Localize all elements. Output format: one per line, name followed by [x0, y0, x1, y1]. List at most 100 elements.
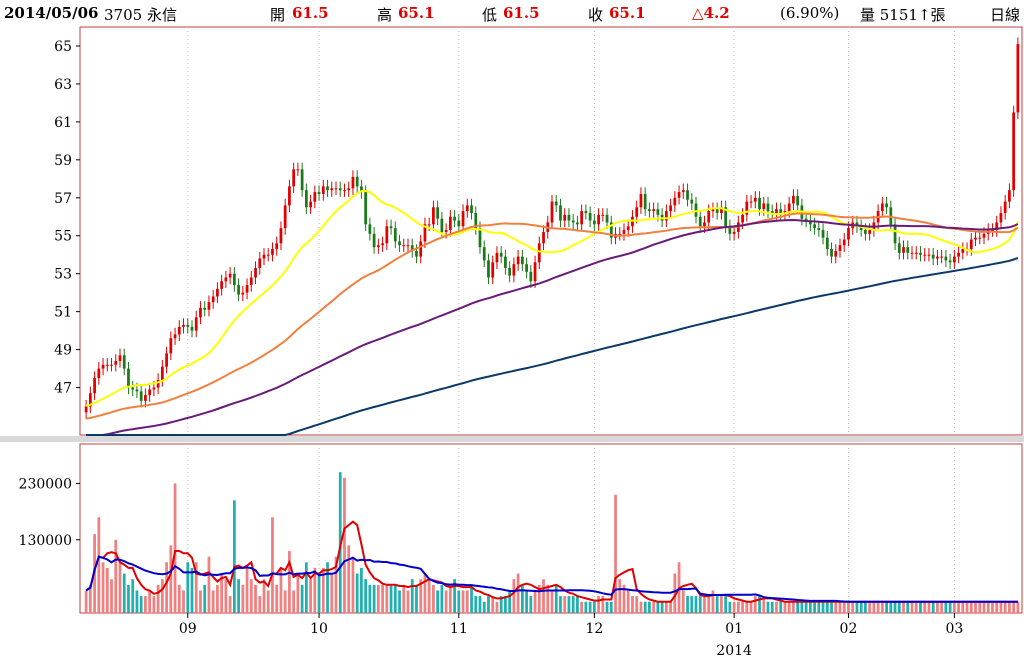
volume-bar: [609, 601, 613, 613]
volume-bar: [398, 590, 401, 613]
candle-body: [169, 338, 173, 354]
volume-bar: [842, 601, 846, 613]
volume-bar: [199, 590, 202, 613]
volume-bar: [504, 596, 507, 613]
volume-bar: [681, 590, 685, 613]
volume-bar: [148, 590, 152, 613]
volume-bar: [436, 590, 440, 613]
volume-bar: [787, 601, 791, 613]
volume-bar: [368, 584, 372, 613]
candle-body: [559, 205, 562, 221]
volume-bar: [343, 477, 346, 613]
volume-bar: [101, 562, 105, 613]
stock-name: 3705 永信: [104, 6, 177, 24]
candle-body: [432, 207, 435, 225]
volume-bar: [940, 601, 944, 613]
volume-bar: [376, 584, 380, 613]
volume-bar: [880, 601, 884, 613]
candle-body: [817, 228, 821, 231]
candle-body: [512, 264, 516, 276]
volume-bar: [334, 556, 338, 613]
candle-body: [923, 254, 927, 256]
volume-bar: [847, 601, 850, 613]
candle-body: [444, 230, 448, 232]
candle-body: [321, 186, 325, 194]
volume-bar: [245, 567, 249, 613]
volume-bar: [465, 590, 469, 613]
volume-bar: [779, 601, 783, 613]
candle-body: [749, 201, 753, 203]
candle-body: [842, 239, 846, 246]
volume-bar: [868, 601, 872, 613]
candle-body: [948, 260, 952, 263]
candle-body: [758, 197, 761, 210]
candle-body: [482, 247, 486, 261]
price-y-tick-label: 55: [54, 229, 72, 245]
volume-y-tick-label: 230000: [19, 476, 72, 492]
volume-bar: [262, 579, 266, 613]
volume-bar: [440, 584, 444, 613]
volume-ma-line-20: [85, 555, 1018, 603]
volume-bar: [597, 596, 600, 613]
volume-bar: [592, 601, 596, 613]
volume-bar: [813, 601, 816, 613]
volume-bar: [711, 590, 715, 613]
candle-body: [122, 355, 126, 369]
volume-bar: [131, 579, 135, 613]
candle-body: [690, 199, 694, 204]
x-tick-label: 09: [179, 621, 197, 637]
volume-bar: [1016, 601, 1020, 613]
volume-bar: [165, 562, 168, 613]
volume-bar: [656, 601, 660, 613]
candle-body: [427, 224, 431, 226]
x-tick-label: 12: [585, 621, 603, 637]
volume-bar: [792, 601, 795, 613]
volume-bar: [292, 590, 296, 613]
candle-body: [372, 233, 376, 248]
candle-body: [652, 209, 656, 212]
candle-body: [190, 326, 194, 331]
candle-body: [618, 233, 622, 235]
volume-bar: [944, 601, 948, 613]
candle-body: [224, 277, 228, 282]
candle-body: [465, 205, 469, 212]
candle-body: [355, 176, 359, 187]
open-label: 開: [270, 6, 286, 24]
volume-bar: [313, 567, 317, 613]
x-tick-label: 02: [840, 621, 858, 637]
candle-body: [317, 192, 321, 194]
candle-body: [567, 214, 571, 221]
candle-body: [978, 237, 982, 239]
volume-bar: [410, 579, 414, 613]
volume-bar: [804, 601, 808, 613]
candle-body: [385, 226, 389, 244]
candle-body: [478, 228, 482, 248]
candle-body: [554, 201, 558, 206]
volume-bar: [859, 601, 863, 613]
candle-body: [309, 201, 312, 208]
open-value: 61.5: [292, 4, 329, 22]
volume-bar: [114, 539, 118, 613]
candle-body: [436, 207, 440, 219]
quote-header: 2014/05/06 3705 永信 開 61.5 高 65.1 低 61.5 …: [0, 0, 1024, 24]
volume-bar: [194, 562, 198, 613]
volume-bar: [432, 584, 435, 613]
candle-body: [448, 216, 452, 231]
volume-bar: [906, 601, 910, 613]
volume-bar: [232, 500, 236, 613]
volume-bar: [427, 579, 431, 613]
candle-body: [711, 209, 715, 212]
volume-bar: [952, 601, 956, 613]
candle-body: [724, 207, 728, 227]
volume-bar: [296, 573, 300, 613]
volume-bar: [567, 596, 571, 613]
volume-bar: [186, 562, 190, 613]
candle-body: [398, 241, 401, 246]
candle-body: [779, 209, 783, 213]
candle-body: [656, 209, 660, 215]
volume-bar: [631, 596, 634, 613]
volume-bar: [288, 551, 291, 613]
candle-body: [97, 368, 101, 379]
candle-body: [393, 228, 397, 242]
candle-body: [537, 243, 541, 263]
